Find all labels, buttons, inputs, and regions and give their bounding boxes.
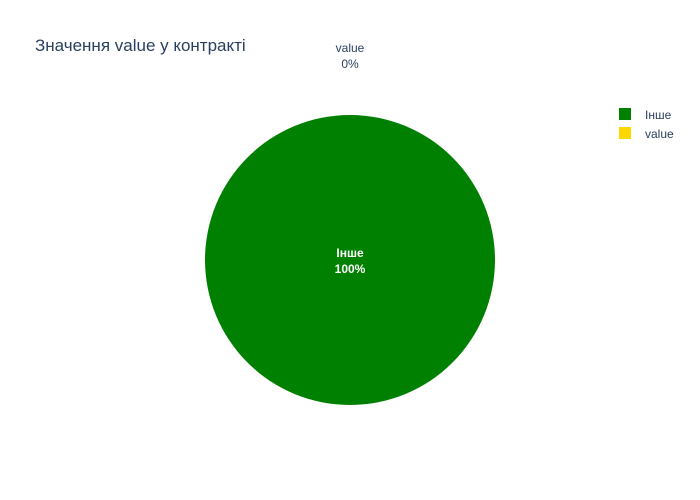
legend-item-value[interactable]: value xyxy=(619,127,674,141)
legend: Інше value xyxy=(619,108,674,141)
chart-title: Значення value у контракті xyxy=(35,36,246,55)
slice-percent-value: 0% xyxy=(341,57,359,71)
legend-swatch-value xyxy=(619,127,631,139)
legend-label-value: value xyxy=(645,127,674,141)
legend-swatch-inshe xyxy=(619,108,631,120)
legend-item-inshe[interactable]: Інше xyxy=(619,108,672,122)
pie-labels: Інше 100% value 0% xyxy=(335,41,366,276)
slice-label-inshe: Інше xyxy=(336,246,364,260)
pie-slices xyxy=(205,115,495,405)
legend-label-inshe: Інше xyxy=(645,108,672,122)
slice-label-value: value xyxy=(336,41,365,55)
pie-slice-inshe[interactable] xyxy=(205,115,495,405)
slice-percent-inshe: 100% xyxy=(335,262,366,276)
